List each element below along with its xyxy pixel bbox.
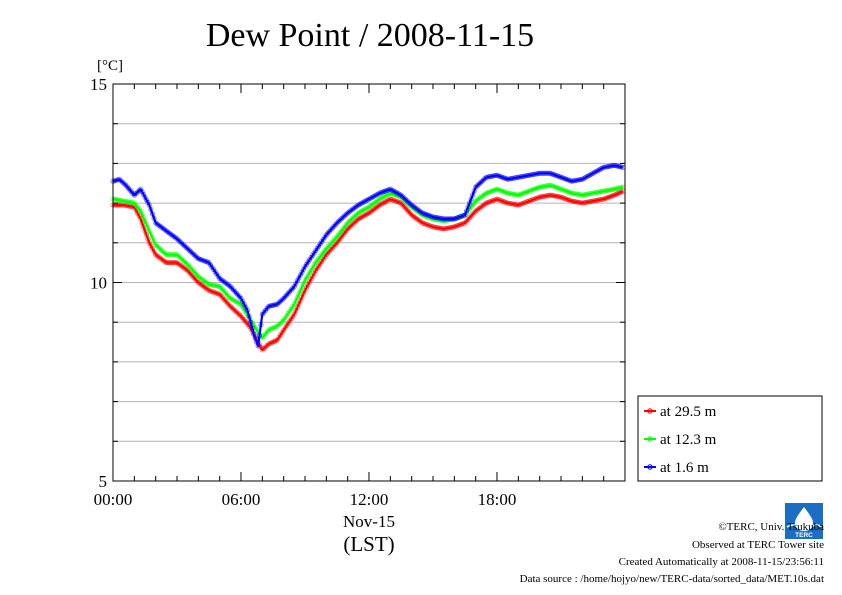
- data-point: [476, 181, 482, 187]
- y-tick-label: 15: [90, 75, 107, 94]
- created-timestamp-text: Created Automatically at 2008-11-15/23:5…: [618, 556, 824, 568]
- data-point: [180, 241, 186, 248]
- data-point: [185, 246, 191, 252]
- data-point: [404, 198, 410, 204]
- tick-labels: 5 10 15 00:00 06:00 12:00 18:00: [90, 75, 516, 509]
- data-point: [342, 213, 348, 219]
- data-point: [351, 214, 357, 220]
- data-point: [227, 303, 233, 309]
- legend-label: at 12.3 m: [660, 432, 717, 448]
- data-point: [349, 222, 355, 228]
- x-tick-label: 00:00: [94, 490, 133, 509]
- axis-ticks: [112, 83, 626, 482]
- data-point: [179, 256, 185, 262]
- y-axis-unit: [°C]: [97, 58, 123, 74]
- data-point: [183, 260, 189, 266]
- data-point: [335, 218, 342, 225]
- data-point: [345, 220, 351, 226]
- legend-label: at 29.5 m: [660, 404, 717, 420]
- data-point: [406, 199, 412, 205]
- data-point: [334, 220, 340, 226]
- data-point: [351, 220, 357, 226]
- data-point: [189, 250, 195, 256]
- data-point: [186, 247, 192, 253]
- data-point: [160, 249, 166, 255]
- data-source-text: Data source : /home/hojyo/new/TERC-data/…: [519, 573, 824, 585]
- data-point: [230, 306, 236, 312]
- data-point: [348, 223, 354, 229]
- data-point: [340, 214, 346, 220]
- data-point: [182, 259, 188, 265]
- data-point: [235, 310, 241, 316]
- data-point: [156, 245, 162, 251]
- terc-logo: TERC: [785, 503, 823, 539]
- y-tick-label: 10: [90, 274, 107, 293]
- data-point: [477, 180, 483, 186]
- chart-title: Dew Point / 2008-11-15: [206, 17, 534, 54]
- data-point: [191, 251, 197, 257]
- observed-site-text: Observed at TERC Tower site: [691, 539, 824, 551]
- legend: at 29.5 m at 12.3 m at 1.6 m: [637, 395, 823, 482]
- legend-marker: [647, 464, 653, 470]
- legend-label: at 1.6 m: [660, 460, 709, 476]
- data-point: [401, 195, 407, 201]
- data-point: [474, 183, 480, 189]
- data-point: [407, 201, 413, 207]
- data-point: [162, 250, 168, 256]
- series-layer: [110, 162, 626, 353]
- data-point: [180, 257, 186, 263]
- data-point: [229, 305, 235, 311]
- data-point: [192, 253, 198, 259]
- copyright-text: ©TERC, Univ. Tsukuba: [718, 521, 824, 533]
- data-point: [177, 239, 183, 245]
- series-2: [110, 182, 626, 341]
- series-line: [112, 164, 624, 348]
- data-point: [175, 253, 182, 259]
- x-axis-timezone-label: (LST): [343, 532, 394, 556]
- series-3: [110, 162, 626, 349]
- x-tick-label: 06:00: [222, 490, 261, 509]
- data-point: [349, 216, 355, 222]
- wave-icon: [786, 524, 822, 530]
- series-markers: [110, 162, 626, 349]
- data-point: [348, 217, 354, 223]
- data-point: [403, 196, 409, 202]
- legend-box: [637, 395, 823, 482]
- data-point: [337, 217, 343, 223]
- legend-marker: [647, 408, 653, 414]
- data-point: [188, 249, 194, 255]
- data-point: [157, 246, 163, 252]
- data-point: [233, 309, 239, 315]
- data-point: [343, 211, 349, 217]
- data-point: [179, 240, 185, 246]
- data-point: [183, 244, 189, 250]
- data-point: [352, 219, 358, 225]
- x-tick-label: 18:00: [478, 490, 517, 509]
- series-1: [110, 188, 626, 353]
- data-point: [479, 178, 485, 185]
- data-point: [352, 213, 358, 219]
- series-line: [113, 190, 624, 352]
- y-tick-label: 5: [99, 472, 108, 491]
- data-point: [399, 194, 406, 200]
- data-point: [175, 237, 182, 243]
- data-point: [339, 216, 345, 222]
- data-point: [177, 254, 183, 261]
- data-point: [154, 243, 160, 249]
- data-point: [236, 312, 243, 318]
- water-drop-icon: [795, 507, 813, 531]
- x-axis-date-label: Nov-15: [343, 512, 395, 531]
- data-point: [174, 236, 180, 242]
- data-point: [232, 308, 238, 314]
- data-point: [480, 177, 486, 183]
- series-line: [112, 184, 624, 340]
- logo-text: TERC: [795, 532, 813, 539]
- x-tick-label: 12:00: [350, 490, 389, 509]
- data-point: [182, 243, 188, 249]
- legend-marker: [647, 436, 653, 442]
- data-point: [159, 247, 165, 254]
- data-point: [346, 218, 352, 225]
